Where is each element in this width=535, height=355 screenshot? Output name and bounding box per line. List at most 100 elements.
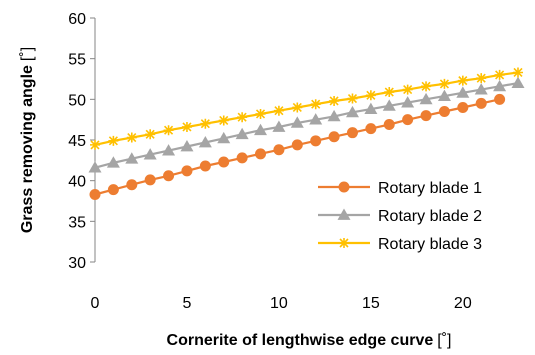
data-point: [273, 144, 285, 156]
data-point: [494, 93, 506, 105]
data-point: [475, 97, 487, 109]
data-point: [383, 119, 395, 131]
data-point: [511, 76, 525, 88]
y-tick-label: 35: [68, 214, 86, 231]
data-point: [181, 121, 192, 132]
x-tick-label: 5: [183, 295, 192, 312]
data-point: [126, 179, 138, 191]
data-point: [382, 99, 396, 111]
legend-item: Rotary blade 1: [318, 180, 482, 197]
y-tick-label: 45: [68, 133, 86, 150]
data-point: [255, 148, 267, 160]
series-rotary-blade-1: [89, 93, 506, 200]
data-point: [106, 156, 120, 168]
y-tick-label: 60: [68, 11, 86, 28]
data-point: [89, 188, 101, 200]
legend-label: Rotary blade 2: [378, 208, 482, 225]
data-point: [310, 99, 321, 110]
x-tick-label: 15: [362, 295, 380, 312]
series-rotary-blade-3: [90, 67, 523, 150]
data-point: [90, 139, 100, 150]
data-point: [143, 148, 157, 160]
data-point: [199, 160, 211, 172]
data-point: [365, 90, 376, 101]
data-point: [290, 116, 304, 128]
data-point: [217, 131, 231, 144]
data-point: [346, 127, 358, 139]
legend-swatch: [318, 238, 370, 248]
data-point: [198, 135, 212, 148]
data-point: [145, 129, 156, 140]
data-point: [339, 238, 349, 248]
data-point: [254, 123, 268, 136]
y-axis-title-text: Grass removing angle: [19, 65, 36, 233]
data-point: [493, 79, 507, 92]
legend-item: Rotary blade 3: [318, 236, 482, 253]
data-point: [402, 84, 413, 95]
x-tick-label: 20: [454, 295, 472, 312]
data-point: [237, 112, 248, 123]
data-point: [163, 125, 174, 136]
data-point: [474, 83, 488, 95]
data-point: [236, 152, 248, 164]
y-axis-title: Grass removing angle [˚]: [19, 47, 36, 233]
data-point: [200, 118, 211, 129]
y-tick-label: 55: [68, 52, 86, 69]
x-axis-title-text: Cornerite of lengthwise edge curve: [167, 332, 434, 349]
y-axis-unit: [˚]: [19, 47, 36, 61]
data-point: [327, 109, 341, 122]
data-point: [513, 67, 523, 78]
data-point: [402, 114, 414, 126]
legend-label: Rotary blade 1: [378, 180, 482, 197]
data-point: [439, 78, 450, 89]
data-point: [384, 87, 395, 98]
data-point: [144, 174, 156, 186]
data-point: [218, 115, 229, 126]
data-point: [292, 102, 303, 113]
data-point: [162, 144, 176, 156]
data-point: [235, 127, 249, 140]
data-point: [338, 181, 350, 193]
data-point: [218, 156, 230, 168]
data-point: [329, 95, 340, 106]
y-tick-label: 40: [68, 174, 86, 191]
data-point: [310, 135, 322, 147]
data-point: [328, 131, 340, 143]
data-point: [401, 96, 415, 108]
data-point: [272, 120, 286, 132]
data-point: [437, 89, 451, 101]
data-point: [88, 161, 102, 173]
series-layer: [88, 67, 525, 200]
data-point: [309, 113, 323, 125]
x-axis-title: Cornerite of lengthwise edge curve [˚]: [167, 332, 452, 349]
legend-swatch: [318, 208, 370, 220]
legend-swatch: [318, 181, 370, 193]
data-point: [494, 69, 505, 80]
data-point: [180, 140, 194, 152]
data-point: [365, 123, 377, 135]
data-point: [108, 135, 119, 146]
data-point: [291, 139, 303, 151]
x-axis-unit: [˚]: [437, 332, 451, 349]
y-tick-label: 50: [68, 92, 86, 109]
y-tick-label: 30: [68, 255, 86, 272]
data-point: [255, 108, 266, 119]
data-point: [337, 208, 351, 220]
data-point: [438, 106, 450, 118]
legend: Rotary blade 1 Rotary blade 2 Rotary bla…: [318, 180, 482, 253]
data-point: [273, 105, 284, 116]
data-point: [345, 105, 359, 118]
series-rotary-blade-2: [88, 76, 525, 173]
data-point: [476, 73, 487, 84]
legend-label: Rotary blade 3: [378, 236, 482, 253]
data-point: [419, 92, 433, 105]
x-tick-label: 10: [270, 295, 288, 312]
data-point: [420, 110, 432, 122]
legend-item: Rotary blade 2: [318, 208, 482, 225]
x-axis-ticks: 0 5 10 15 20: [91, 295, 472, 312]
data-point: [163, 170, 175, 182]
data-point: [364, 102, 378, 114]
data-point: [107, 184, 119, 196]
data-point: [456, 86, 470, 98]
data-point: [181, 165, 193, 177]
